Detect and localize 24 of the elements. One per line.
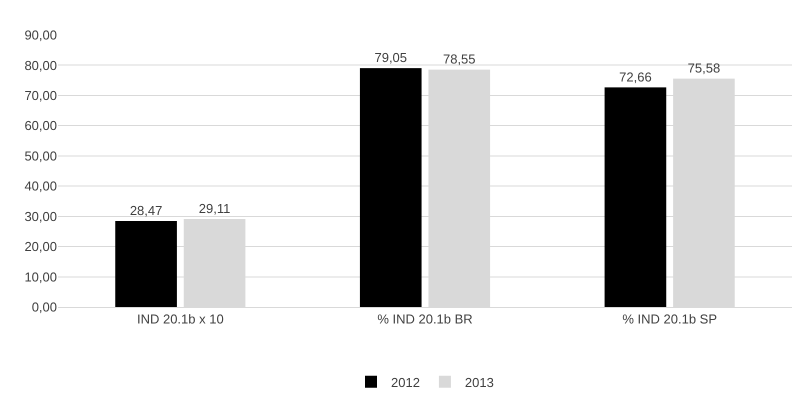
x-tick-label: IND 20.1b x 10 — [136, 312, 224, 327]
data-label: 28,47 — [130, 202, 162, 218]
y-tick-label: 30,00 — [24, 208, 57, 224]
bar — [360, 68, 422, 307]
y-tick-label: 0,00 — [32, 300, 57, 315]
legend-label: 2013 — [464, 374, 494, 390]
legend-label: 2012 — [391, 374, 420, 390]
y-tick-label: 60,00 — [24, 118, 57, 134]
y-tick-label: 40,00 — [24, 178, 57, 194]
data-label: 75,58 — [688, 60, 720, 76]
x-tick-label: % IND 20.1b BR — [377, 312, 473, 327]
data-label: 78,55 — [442, 52, 476, 67]
x-tick-label: % IND 20.1b SP — [622, 312, 717, 327]
y-tick-label: 20,00 — [24, 239, 57, 254]
bar — [115, 220, 177, 307]
data-label: 29,11 — [198, 201, 230, 216]
data-label: 79,05 — [374, 50, 408, 66]
y-tick-label: 80,00 — [24, 58, 57, 73]
y-tick-label: 90,00 — [24, 28, 57, 43]
y-tick-label: 70,00 — [24, 88, 57, 103]
data-label: 72,66 — [619, 69, 652, 84]
y-tick-label: 10,00 — [24, 269, 57, 284]
bar — [604, 87, 666, 307]
y-tick-label: 50,00 — [24, 148, 57, 164]
